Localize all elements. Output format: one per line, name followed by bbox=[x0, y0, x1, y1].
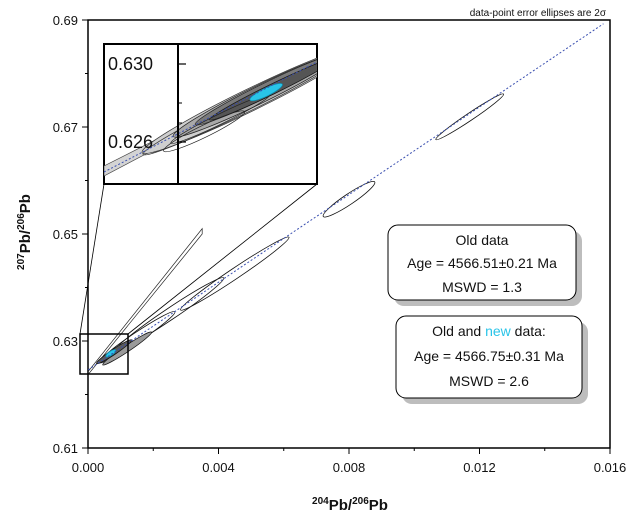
highlight-error-ellipse bbox=[105, 349, 117, 358]
new-data-box: Old and new data: Age = 4566.75±0.31 Ma … bbox=[395, 315, 588, 404]
y-tick-label: 0.61 bbox=[53, 441, 78, 456]
old-data-age: Age = 4566.51±0.21 Ma bbox=[407, 255, 557, 271]
old-data-mswd: MSWD = 1.3 bbox=[442, 279, 522, 295]
x-tick-label: 0.012 bbox=[463, 460, 496, 475]
error-ellipse bbox=[180, 236, 290, 311]
y-tick-label: 0.67 bbox=[53, 120, 78, 135]
x-tick-label: 0.016 bbox=[594, 460, 627, 475]
error-envelope bbox=[88, 227, 203, 376]
inset-panel: 0.630 0.626 bbox=[103, 43, 318, 185]
x-tick-label: 0.008 bbox=[333, 460, 366, 475]
error-ellipse bbox=[435, 93, 505, 141]
inset-highlight-ellipse bbox=[249, 83, 283, 102]
new-data-mswd: MSWD = 2.6 bbox=[449, 373, 529, 389]
x-axis-label: 204Pb/206Pb bbox=[312, 496, 388, 514]
new-data-age: Age = 4566.75±0.31 Ma bbox=[414, 348, 564, 364]
error-ellipse bbox=[322, 181, 376, 218]
x-tick-label: 0.004 bbox=[202, 460, 235, 475]
y-tick-label: 0.69 bbox=[53, 13, 78, 28]
zoom-connector-right bbox=[127, 183, 318, 335]
old-data-box: Old data Age = 4566.51±0.21 Ma MSWD = 1.… bbox=[387, 224, 582, 306]
inset-tick-label: 0.630 bbox=[108, 54, 153, 74]
y-tick-label: 0.65 bbox=[53, 227, 78, 242]
inset-ellipses bbox=[104, 46, 317, 177]
data-layer bbox=[88, 23, 604, 376]
inset-tick-label: 0.626 bbox=[108, 132, 153, 152]
y-axis-ticks: 0.61 0.63 0.65 0.67 0.69 bbox=[53, 13, 88, 456]
x-axis-ticks: 0.000 0.004 0.008 0.012 0.016 bbox=[72, 448, 627, 475]
inset-ellipse bbox=[163, 110, 245, 153]
error-ellipse-note: data-point error ellipses are 2σ bbox=[470, 8, 607, 19]
zoom-connector-left bbox=[79, 183, 105, 335]
y-axis-label: 207Pb/206Pb bbox=[16, 194, 34, 270]
isochron-line bbox=[88, 23, 604, 371]
new-data-title: Old and new data: bbox=[432, 323, 546, 339]
x-tick-label: 0.000 bbox=[72, 460, 105, 475]
old-data-title: Old data bbox=[456, 232, 509, 248]
y-tick-label: 0.63 bbox=[53, 334, 78, 349]
zoom-region-box bbox=[79, 333, 129, 375]
